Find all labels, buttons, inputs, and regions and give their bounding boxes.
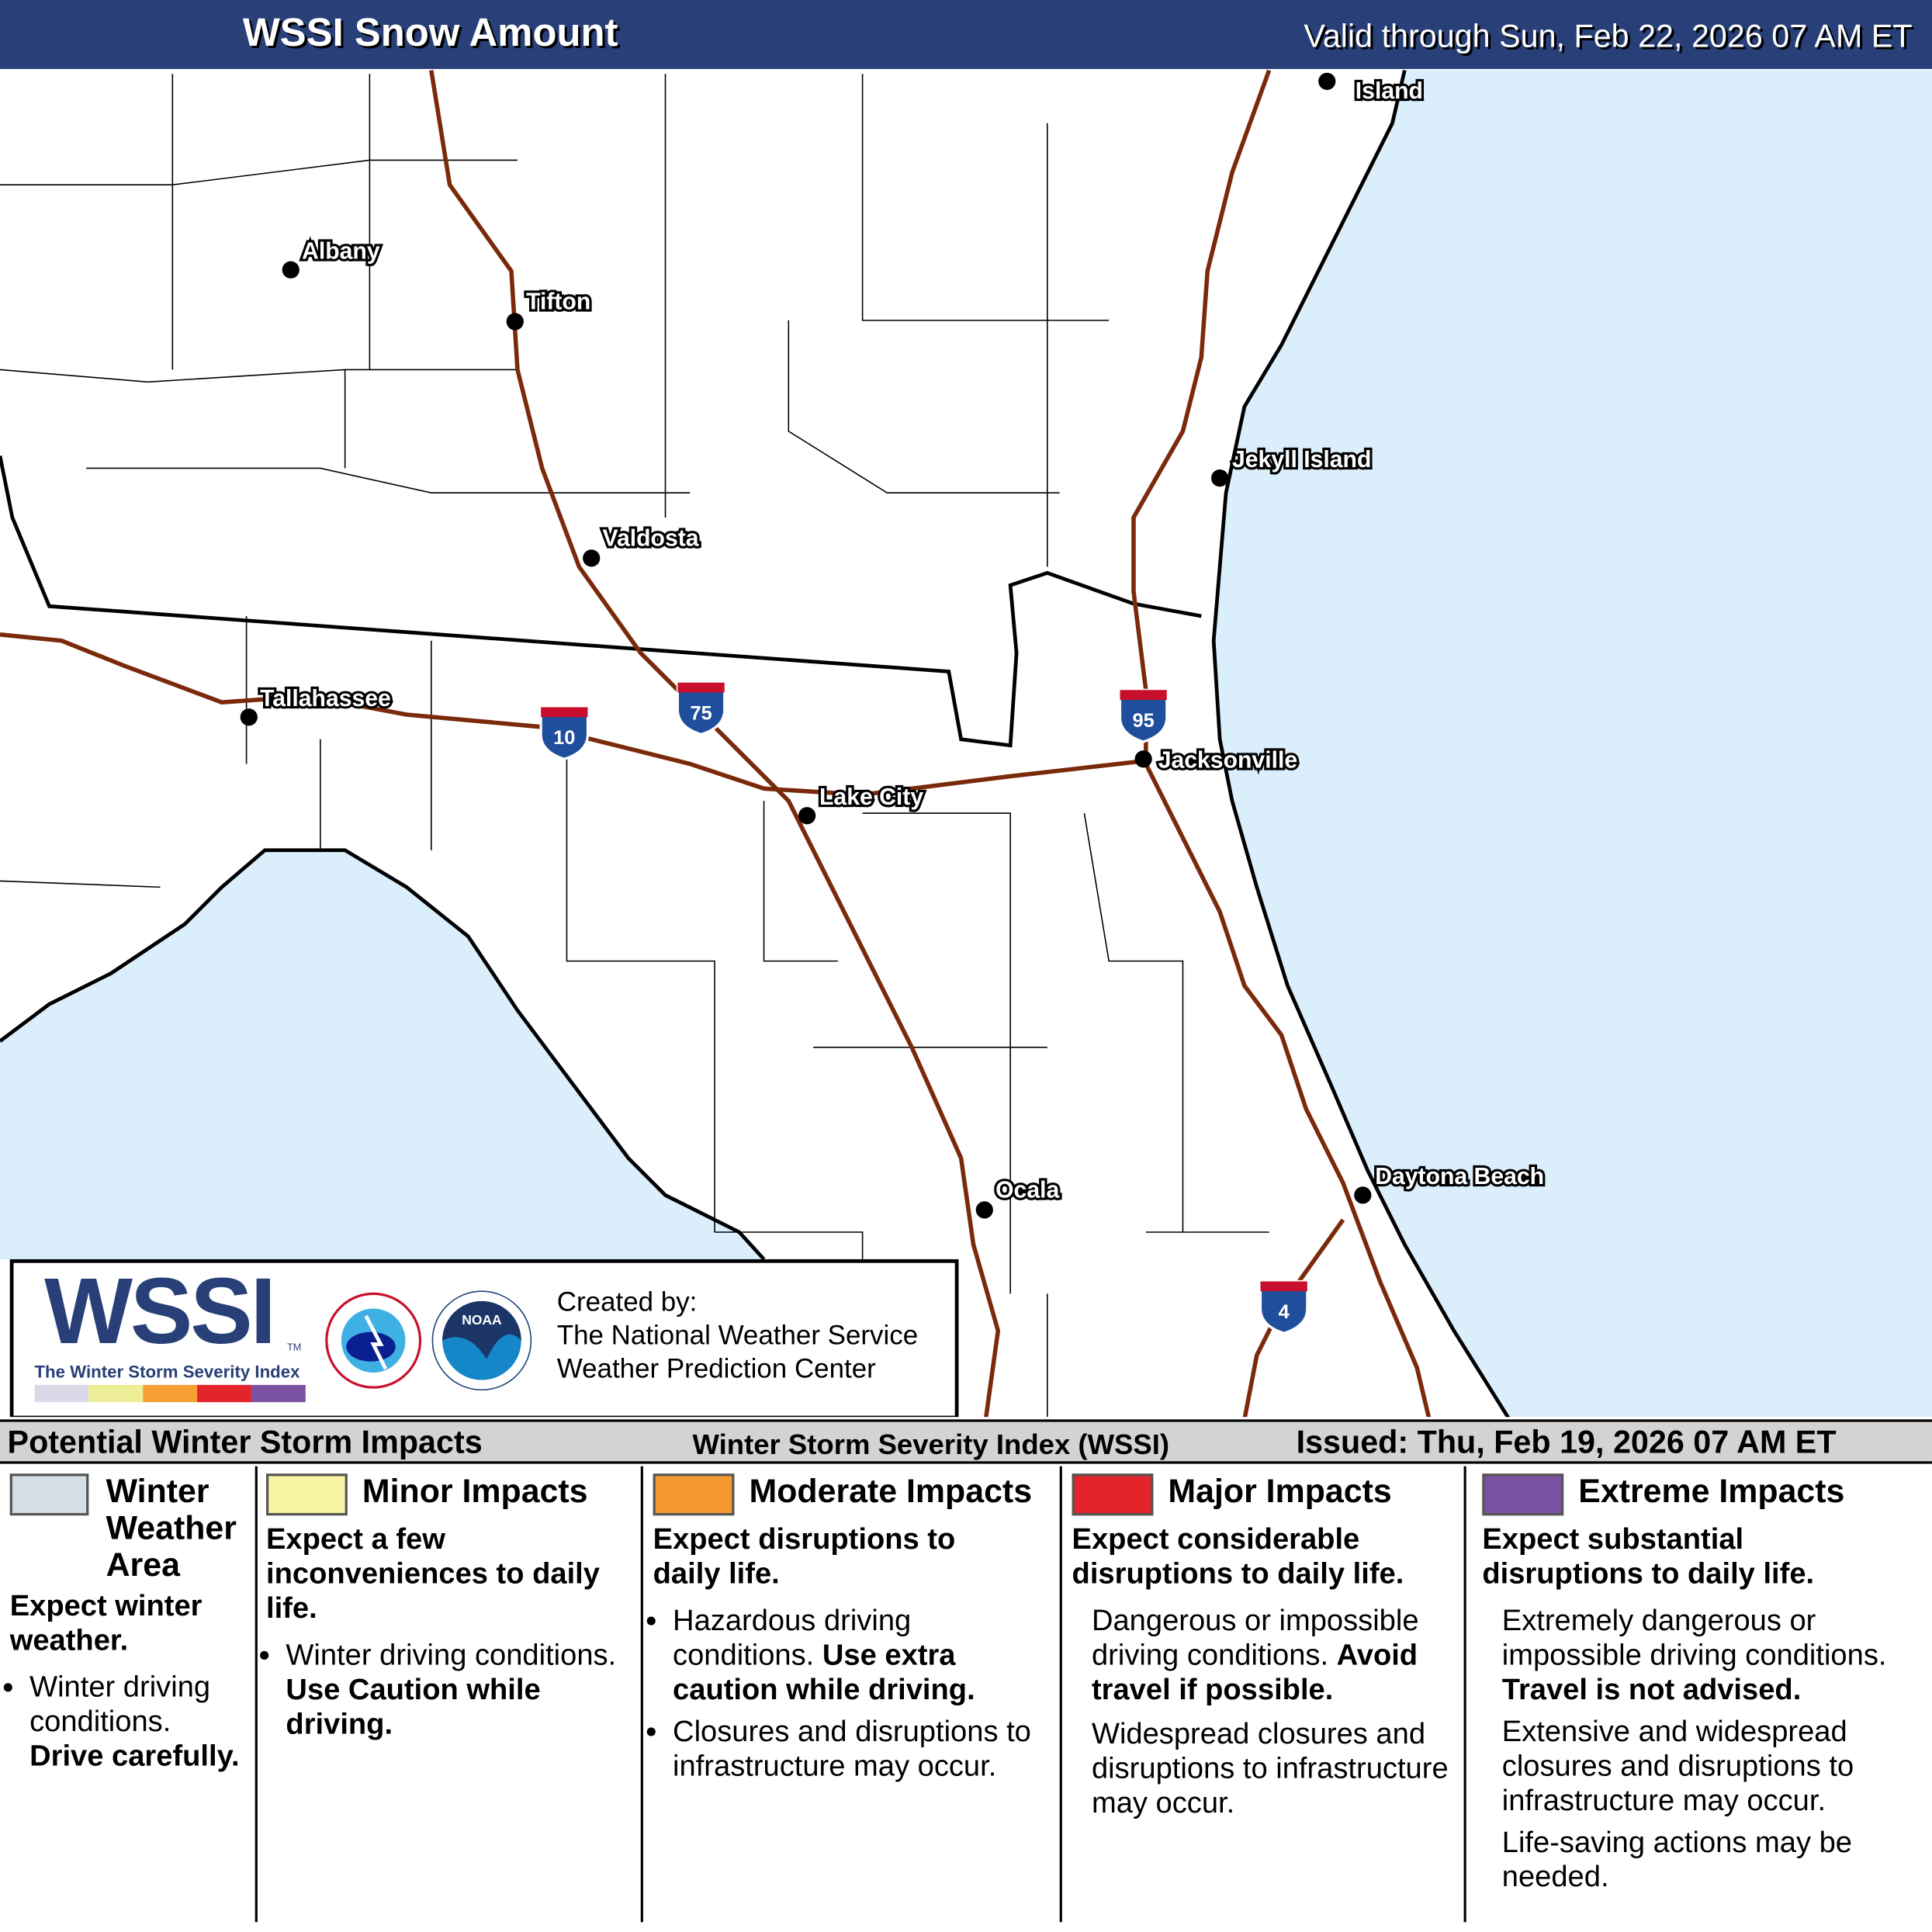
city-label: Daytona Beach <box>1375 1164 1544 1189</box>
created-by-label: Created by: <box>556 1286 698 1317</box>
city-label: Jacksonville <box>1158 747 1297 773</box>
legend-extreme-impacts: Extreme Impacts Expect substantial disru… <box>1482 1466 1926 1896</box>
city-label: Valdosta <box>603 525 699 551</box>
i95-number: 95 <box>1133 710 1155 732</box>
category-title: Moderate Impacts <box>749 1472 1033 1510</box>
issued-time: Issued: Thu, Feb 19, 2026 07 AM ET <box>1296 1423 1837 1460</box>
category-details: Winter driving conditions. Drive careful… <box>10 1671 251 1774</box>
county-lines <box>0 74 1269 1418</box>
noaa-logo-icon: NOAA <box>431 1290 532 1391</box>
legend-moderate-impacts: Moderate Impacts Expect disruptions to d… <box>653 1466 1054 1792</box>
category-title: Major Impacts <box>1168 1472 1392 1510</box>
header: WSSI Snow Amount Valid through Sun, Feb … <box>0 0 1932 69</box>
wssi-logo: WSSI <box>44 1259 276 1364</box>
logo-box: WSSI TM The Winter Storm Severity Index … <box>9 1259 959 1420</box>
interstate-shields: 10 75 95 4 <box>539 681 1309 1335</box>
swatch <box>266 1473 348 1516</box>
org-nws: The National Weather Service <box>556 1319 919 1351</box>
legend-winter-weather-area: Winter Weather Area Expect winter weathe… <box>9 1466 251 1782</box>
divider <box>640 1466 643 1923</box>
i10-number: 10 <box>553 727 575 749</box>
city-dot <box>506 313 524 331</box>
category-summary: Expect a few inconveniences to daily lif… <box>266 1522 600 1626</box>
city-dot <box>282 261 299 279</box>
category-details: Hazardous driving conditions. Use extra … <box>653 1605 1054 1785</box>
city-label: Albany <box>302 238 380 264</box>
i95-road <box>1131 69 1432 1420</box>
map-title: WSSI Snow Amount <box>242 9 618 54</box>
i4-number: 4 <box>1279 1301 1290 1323</box>
gulf-of-mexico <box>0 850 764 1259</box>
category-details: Extremely dangerous or impossible drivin… <box>1501 1604 1887 1894</box>
city-dot <box>1354 1186 1372 1204</box>
wssi-color-scale <box>34 1384 306 1403</box>
category-summary: Expect considerable disruptions to daily… <box>1072 1522 1404 1591</box>
category-summary: Expect substantial disruptions to daily … <box>1482 1522 1815 1591</box>
map: 10 75 95 4 Albany Tifton Valdosta Tallah… <box>0 68 1932 1420</box>
legend-minor-impacts: Minor Impacts Expect a few inconvenience… <box>266 1466 635 1750</box>
swatch <box>1482 1473 1564 1516</box>
i4-shield: 4 <box>1259 1279 1309 1335</box>
category-summary: Expect disruptions to daily life. <box>653 1522 956 1591</box>
state-line <box>0 455 1202 748</box>
impact-legend: Potential Winter Storm Impacts Winter St… <box>0 1417 1932 1932</box>
cities: Albany Tifton Valdosta Tallahassee Lake … <box>240 72 1546 1219</box>
swatch <box>1072 1473 1154 1516</box>
divider <box>1059 1466 1062 1923</box>
city-label: Tifton <box>526 289 590 315</box>
city-label: Lake City <box>819 784 923 810</box>
org-wpc: Weather Prediction Center <box>556 1352 876 1384</box>
wssi-subtitle: The Winter Storm Severity Index <box>34 1361 300 1382</box>
city-dot <box>240 708 258 726</box>
divider <box>1463 1466 1466 1923</box>
gulf-coastline <box>0 848 766 1261</box>
swatch <box>9 1473 89 1516</box>
atlantic-coastline <box>1211 69 1511 1420</box>
tm-mark: TM <box>287 1342 302 1353</box>
category-title: Winter Weather Area <box>106 1472 237 1584</box>
category-details: Dangerous or impossible driving conditio… <box>1091 1604 1449 1820</box>
i4-road <box>1242 1218 1345 1420</box>
i95-shield: 95 <box>1118 688 1169 743</box>
city-label: Jekyll Island <box>1232 447 1371 473</box>
i75-shield: 75 <box>676 681 726 736</box>
atlantic-ocean <box>1214 70 1932 1420</box>
legend-title: Potential Winter Storm Impacts <box>7 1423 483 1460</box>
city-label: Tallahassee <box>260 686 391 712</box>
category-details: Winter driving conditions. Use Caution w… <box>266 1639 635 1742</box>
i10-shield: 10 <box>539 705 590 760</box>
swatch <box>653 1473 735 1516</box>
city-dot <box>1211 469 1229 487</box>
legend-index-name: Winter Storm Severity Index (WSSI) <box>692 1428 1170 1460</box>
category-title: Minor Impacts <box>362 1472 588 1510</box>
city-label: Ocala <box>995 1178 1059 1203</box>
city-label: Island <box>1356 78 1423 104</box>
legend-major-impacts: Major Impacts Expect considerable disrup… <box>1072 1466 1460 1821</box>
nws-seal-icon <box>325 1292 422 1389</box>
city-dot <box>1318 72 1336 90</box>
city-dot <box>583 549 601 567</box>
i75-number: 75 <box>690 702 712 724</box>
noaa-text: NOAA <box>462 1312 502 1328</box>
category-title: Extreme Impacts <box>1578 1472 1845 1510</box>
divider <box>254 1466 258 1923</box>
category-summary: Expect winter weather. <box>9 1589 203 1657</box>
valid-time: Valid through Sun, Feb 22, 2026 07 AM ET <box>1304 17 1913 54</box>
city-dot <box>798 807 816 825</box>
city-dot <box>1134 750 1152 768</box>
city-dot <box>975 1201 993 1219</box>
